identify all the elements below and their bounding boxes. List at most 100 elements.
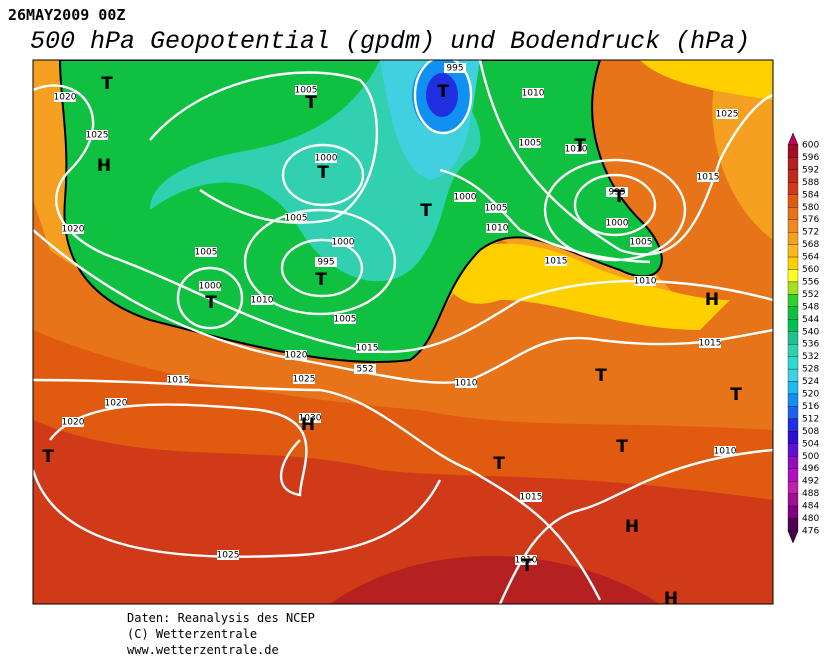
- isobar-label: 1010: [522, 89, 545, 99]
- colorbar-swatch: [787, 306, 799, 320]
- isobar-label-bg: [699, 338, 721, 348]
- isobar-label: 1020: [54, 93, 77, 103]
- isobar-label: 1025: [217, 551, 240, 561]
- colorbar-label: 572: [802, 228, 819, 238]
- isobar-label-bg: [697, 172, 719, 182]
- isobar-label: 1015: [699, 339, 722, 349]
- colorbar-label: 596: [802, 153, 819, 163]
- colorbar-label: 556: [802, 277, 819, 287]
- isobar-label: 995: [446, 64, 463, 74]
- isobar-label: 995: [608, 188, 625, 198]
- isobar: [413, 60, 473, 135]
- field-yellow: [33, 60, 773, 330]
- colorbar-swatch: [787, 518, 799, 532]
- colorbar-label: 564: [802, 253, 819, 263]
- isobar: [478, 60, 773, 256]
- isobar-label: 1010: [486, 224, 509, 234]
- colorbar-swatch: [787, 194, 799, 208]
- isobar-label-bg: [444, 63, 466, 73]
- colorbar-arrow: [787, 530, 799, 544]
- colorbar-label: 492: [802, 477, 819, 487]
- colorbar-swatch: [787, 219, 799, 233]
- colorbar-label: 536: [802, 340, 819, 350]
- isobar-label-bg: [167, 375, 189, 385]
- colorbar-label: 548: [802, 302, 819, 312]
- isobar-label: 552: [356, 365, 373, 375]
- isobar-label-bg: [62, 417, 84, 427]
- colorbar-swatch: [787, 368, 799, 382]
- isobar-label: 1005: [519, 139, 542, 149]
- colorbar-label: 504: [802, 439, 819, 449]
- colorbar-label: 544: [802, 315, 819, 325]
- pressure-center: H: [664, 589, 678, 609]
- isobar-label: 1010: [515, 556, 538, 566]
- isobar-label-bg: [515, 555, 537, 565]
- pressure-center: T: [493, 454, 505, 474]
- footer-line: www.wetterzentrale.de: [127, 643, 279, 657]
- isobar-label-bg: [299, 413, 321, 423]
- pressure-center: T: [317, 163, 329, 183]
- colorbar-label: 540: [802, 327, 819, 337]
- isobar-label: 1025: [86, 131, 109, 141]
- colorbar-label: 560: [802, 265, 819, 275]
- pressure-center: H: [97, 156, 111, 176]
- map-title: 500 hPa Geopotential (gpdm) und Bodendru…: [30, 27, 750, 56]
- colorbar-swatch: [787, 256, 799, 270]
- isobar-label: 1015: [545, 257, 568, 267]
- isobar-label-bg: [315, 257, 337, 267]
- isobar-label-bg: [520, 492, 542, 502]
- isobar-label-bg: [285, 213, 307, 223]
- colorbar-label: 480: [802, 514, 819, 524]
- isobar: [49, 403, 308, 497]
- isobar-label-bg: [716, 109, 738, 119]
- isobar-label: 1010: [714, 447, 737, 457]
- colorbar-swatch: [787, 456, 799, 469]
- isobars: [33, 60, 773, 604]
- isobar-label: 1000: [332, 238, 355, 248]
- colorbar-label: 600: [802, 141, 819, 151]
- isobar: [573, 173, 657, 237]
- colorbar-swatch: [787, 356, 799, 370]
- isobar-label: 1000: [199, 282, 222, 292]
- labels: 1020102510051000100599510101005101099510…: [42, 63, 742, 609]
- isobar-label: 1020: [62, 418, 85, 428]
- isobar-label: 1020: [105, 399, 128, 409]
- pressure-center: T: [420, 201, 432, 221]
- colorbar-swatch: [787, 406, 799, 420]
- isobar-label: 1015: [520, 493, 543, 503]
- isobar-label-bg: [251, 295, 273, 305]
- footer-line: Daten: Reanalysis des NCEP: [127, 611, 315, 625]
- pressure-center: T: [616, 437, 628, 457]
- isobar-label: 1005: [334, 315, 357, 325]
- isobar-label-bg: [105, 398, 127, 408]
- isobar-label-bg: [315, 153, 337, 163]
- pressure-center: T: [42, 447, 54, 467]
- colorbar-swatch: [787, 182, 799, 195]
- colorbar-label: 488: [802, 489, 819, 499]
- isobar-label: 1000: [606, 219, 629, 229]
- pressure-center: T: [101, 74, 113, 94]
- colorbar-swatch: [787, 381, 799, 395]
- isobar: [281, 143, 365, 207]
- colorbar-swatch: [787, 468, 799, 482]
- colorbar-swatch: [787, 207, 799, 220]
- isobar-label-bg: [332, 237, 354, 247]
- map-frame: [32, 59, 774, 605]
- isobar-label-bg: [356, 343, 378, 353]
- isobar-label-bg: [195, 247, 217, 257]
- pressure-center: T: [305, 93, 317, 113]
- colorbar-label: 584: [802, 190, 819, 200]
- colorbar-swatch: [787, 393, 799, 407]
- isobar-label-bg: [634, 276, 656, 286]
- isobar-label-bg: [354, 364, 376, 374]
- colorbar-label: 496: [802, 464, 819, 474]
- pressure-center: T: [595, 366, 607, 386]
- colorbar-swatch: [787, 144, 799, 158]
- pressure-center: T: [205, 293, 217, 313]
- isobar: [243, 208, 397, 316]
- isobar: [33, 84, 773, 354]
- isobar-label: 1020: [285, 351, 308, 361]
- isobar-label: 1020: [62, 225, 85, 235]
